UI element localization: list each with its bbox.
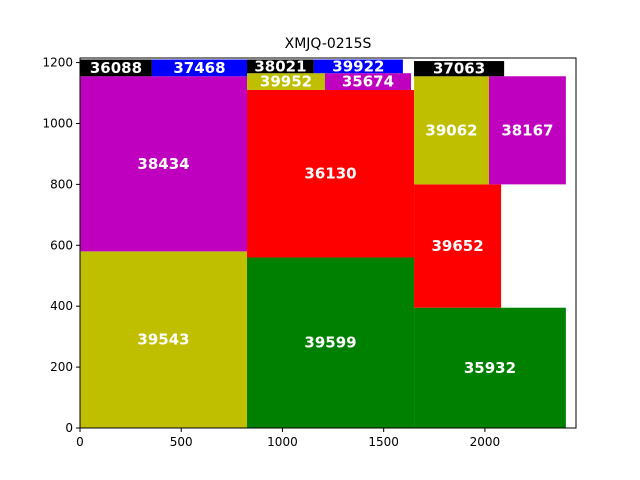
x-tick-label: 500 [170,435,193,449]
y-tick-label: 1000 [42,116,73,130]
rect-39922 [313,59,403,74]
rect-36130 [247,89,415,258]
rect-39652 [414,184,502,308]
rect-38021 [247,59,314,74]
rect-36088 [80,59,152,77]
rects-layer: 39543 38434 36088 37468 39599 36130 39952 35674… [80,57,566,428]
rect-37468 [151,59,248,77]
rect-39952 [247,73,325,90]
y-tick-label: 200 [50,360,73,374]
rect-label-37468: 37468 [173,59,225,77]
rect-label-39599: 39599 [304,334,356,352]
x-tick-label: 1500 [368,435,399,449]
axes-layer: 0 500 1000 1500 2000 0 200 400 600 800 1000 1200 [42,56,577,449]
rect-label-35932: 35932 [464,359,516,377]
rect-35674 [324,73,412,90]
rect-38434 [80,76,248,252]
rect-39543 [80,251,248,428]
rect-37063 [414,61,505,77]
rect-39599 [247,257,415,428]
rect-label-37063: 37063 [433,60,485,78]
plot-frame [79,57,577,429]
y-tick-label: 1200 [42,56,73,70]
x-tick-label: 1000 [267,435,298,449]
rect-label-38167: 38167 [501,121,553,139]
x-tick-label: 0 [76,435,84,449]
rect-label-39652: 39652 [431,237,483,255]
rect-38167 [488,76,566,185]
rect-label-39922: 39922 [332,57,384,75]
rect-label-39062: 39062 [425,121,477,139]
rect-label-39543: 39543 [137,331,189,349]
chart-title: XMJQ-0215S [285,36,372,52]
y-tick-label: 800 [50,177,73,191]
rect-label-36130: 36130 [304,165,356,183]
x-tick-label: 2000 [470,435,501,449]
rect-label-39952: 39952 [260,73,312,91]
rect-39062 [414,76,489,185]
rect-35932 [414,307,566,428]
y-tick-label: 0 [65,421,73,435]
y-tick-label: 600 [50,238,73,252]
rect-label-36088: 36088 [90,59,142,77]
rect-label-38021: 38021 [254,57,306,75]
rect-label-35674: 35674 [342,73,394,91]
rect-label-38434: 38434 [137,155,189,173]
y-tick-label: 400 [50,299,73,313]
